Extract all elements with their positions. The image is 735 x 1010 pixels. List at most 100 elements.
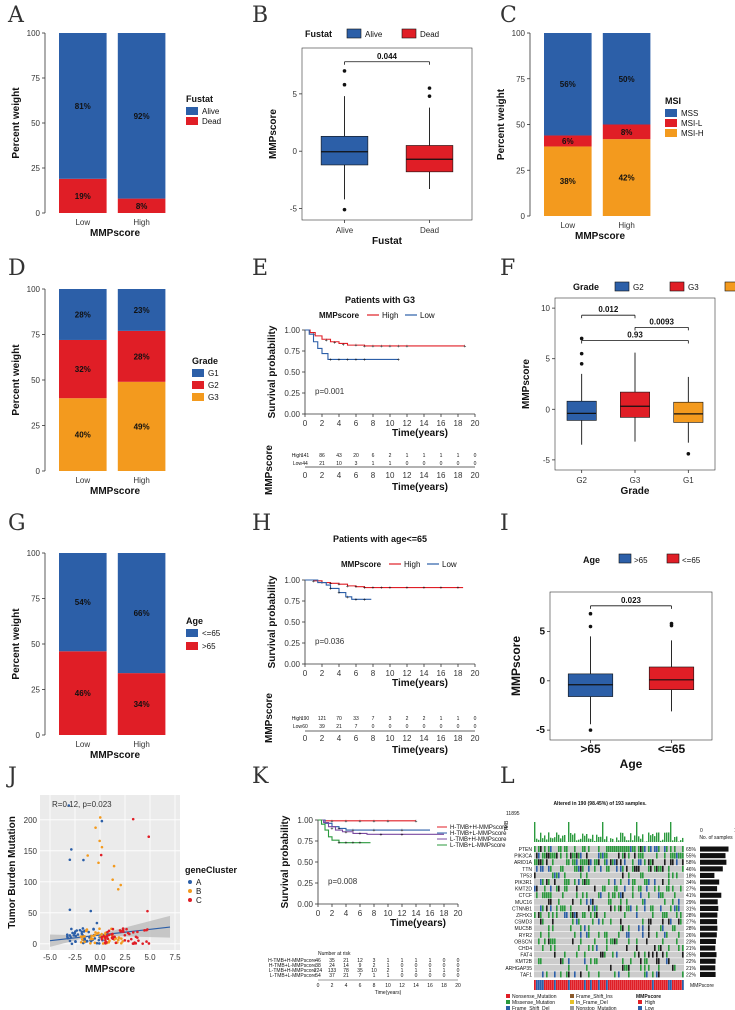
mutation-cell-L <box>672 859 674 866</box>
tmb-bar-L <box>650 835 652 842</box>
censor-mark-H: + <box>338 591 341 597</box>
outlier-I-<=65 <box>669 621 674 626</box>
data-point-J-B <box>83 940 86 944</box>
censor-mark-H: + <box>440 586 443 592</box>
mutation-cell-L <box>540 918 542 925</box>
data-point-J-C <box>131 817 135 821</box>
data-point-J-B <box>92 934 96 938</box>
mutation-cell-L <box>560 971 562 978</box>
x-axis-title-G: MMPscore <box>90 750 140 761</box>
data-point-J-C <box>136 936 139 939</box>
risk-row-name-K: L-TMB+H-MMPscore <box>269 968 316 974</box>
risk-x-tick-E: 20 <box>471 471 480 480</box>
mutation-cell-L <box>560 852 562 859</box>
tmb-bar-L <box>534 822 536 842</box>
mutation-cell-L <box>672 872 674 879</box>
mutation-cell-L <box>596 912 598 918</box>
data-point-J-C <box>99 853 103 857</box>
data-point-J-B <box>85 928 89 931</box>
data-point-J-C <box>110 936 114 940</box>
mutation-cell-L <box>552 872 554 879</box>
legend-swatch-G-<=65 <box>186 629 198 637</box>
gene-percent-L: 55% <box>686 854 697 860</box>
mutation-cell-L <box>550 945 552 951</box>
legend-label-K-1: H-TMB+L-MMPscore <box>450 831 507 837</box>
y-tick-label-I: 5 <box>539 626 545 637</box>
tmb-bar-L <box>664 832 666 842</box>
mutation-cell-L <box>588 859 590 866</box>
mutation-cell-L <box>606 846 608 852</box>
mutation-cell-L <box>678 852 680 859</box>
mutation-cell-L <box>610 938 612 945</box>
risk-x-tick-H: 8 <box>371 734 376 743</box>
censor-mark-K: + <box>359 819 362 825</box>
mutation-cell-L <box>546 892 548 899</box>
outlier-I->65 <box>588 611 593 616</box>
x-tick-label-K: 18 <box>440 909 449 918</box>
mutation-cell-L <box>548 879 550 885</box>
mutation-cell-L <box>662 879 664 885</box>
data-point-J-A <box>66 935 69 939</box>
mutation-cell-L <box>656 865 658 872</box>
x-tick-label-A: High <box>133 218 149 227</box>
mutation-cell-L <box>586 892 588 899</box>
data-point-J-C <box>105 934 109 938</box>
legend-label-J-B: B <box>196 887 201 896</box>
risk-x-tick-H: 4 <box>337 734 342 743</box>
outlier-F-G2 <box>579 361 584 366</box>
mmpscore-cell-L <box>670 980 672 990</box>
y-tick-label-E: 0.00 <box>284 410 300 419</box>
gene-count-bar-L <box>700 853 726 859</box>
mutation-cell-L <box>538 846 540 852</box>
tmb-bar-L <box>618 840 620 842</box>
gene-row-bg-L-OBSCN <box>534 938 684 945</box>
gene-label-L-TP53: TP53 <box>520 873 532 879</box>
mutation-cell-L <box>648 925 650 932</box>
mutation-cell-L <box>582 892 584 899</box>
x-tick-label-J: 7.5 <box>169 953 181 962</box>
data-point-J-B <box>107 941 111 944</box>
risk-value-H: 2 <box>406 716 409 722</box>
mutation-cell-L <box>668 945 670 951</box>
legend-label-F-G2: G2 <box>633 283 644 292</box>
risk-value-E: 10 <box>336 461 342 467</box>
gene-label-L-CSMD3: CSMD3 <box>514 920 532 926</box>
y-axis-title-K: Survival probability <box>280 815 291 908</box>
mutation-cell-L <box>614 938 616 945</box>
mutation-cell-L <box>668 918 670 925</box>
tmb-bar-L <box>660 840 662 842</box>
mutation-cell-L <box>616 938 618 945</box>
mutation-cell-L <box>640 892 642 899</box>
risk-x-tick-K: 6 <box>359 983 362 989</box>
data-point-J-C <box>121 927 125 930</box>
data-point-J-C <box>100 935 104 939</box>
outlier-B-Dead <box>427 94 432 98</box>
mutation-cell-L <box>664 931 666 938</box>
risk-value-H: 0 <box>474 724 477 730</box>
outlier-I->65 <box>588 728 593 732</box>
mutation-cell-L <box>626 931 628 938</box>
mutation-cell-L <box>680 912 682 918</box>
legend-swatch-L-In_Frame_Del <box>570 1000 574 1004</box>
risk-value-K: 1 <box>415 958 418 964</box>
censor-mark-H: + <box>355 597 358 603</box>
mutation-cell-L <box>604 912 606 918</box>
legend-swatch-L-Nonstop_Mutation <box>570 1006 574 1010</box>
legend-swatch-F-G1 <box>724 281 735 292</box>
legend-swatch-B-Alive <box>346 28 362 39</box>
mutation-cell-L <box>576 885 578 892</box>
censor-mark-H: + <box>346 584 349 590</box>
risk-value-H: 1 <box>457 716 460 722</box>
mutation-cell-L <box>564 951 566 958</box>
legend-swatch-D-G1 <box>192 369 204 377</box>
mutation-cell-L <box>618 971 620 978</box>
gene-percent-L: 27% <box>686 920 697 926</box>
data-point-J-B <box>86 854 89 857</box>
mutation-cell-L <box>574 931 576 938</box>
mutation-cell-L <box>568 879 570 885</box>
mutation-cell-L <box>642 898 644 905</box>
mutation-cell-L <box>682 951 684 958</box>
x-tick-label-B-Alive: Alive <box>336 226 354 235</box>
x-tick-label-H: 6 <box>354 669 359 678</box>
mmpscore-cell-L <box>614 980 616 990</box>
